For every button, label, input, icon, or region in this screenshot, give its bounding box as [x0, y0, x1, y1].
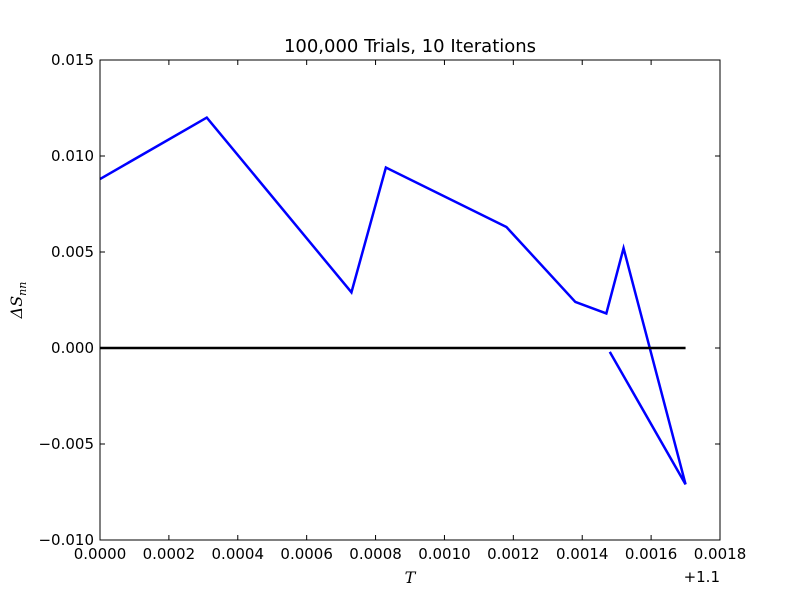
x-tick-label: 0.0010	[418, 545, 471, 563]
y-axis-label-subscript: nn	[16, 282, 29, 296]
y-tick-label: 0.000	[51, 339, 94, 357]
x-tick-label: 0.0014	[556, 545, 609, 563]
y-tick-label: −0.005	[38, 435, 94, 453]
y-tick-label: 0.005	[51, 243, 94, 261]
chart-title: 100,000 Trials, 10 Iterations	[284, 36, 536, 57]
series-line-0	[99, 115, 687, 485]
axes-frame	[99, 59, 721, 541]
x-tick-label: 0.0012	[487, 545, 540, 563]
x-tick-label: 0.0018	[694, 545, 747, 563]
x-axis-offset-label: +1.1	[684, 568, 720, 586]
plot-area	[99, 115, 687, 485]
y-axis-label-main: ΔS	[7, 296, 26, 320]
x-tick-label: 0.0004	[212, 545, 265, 563]
x-tick-label: 0.0000	[74, 545, 127, 563]
x-tick-label: 0.0016	[625, 545, 678, 563]
y-tick-label: 0.010	[51, 147, 94, 165]
x-tick-label: 0.0008	[349, 545, 402, 563]
x-tick-label: 0.0002	[143, 545, 196, 563]
y-tick-label: 0.015	[51, 51, 94, 69]
ticks: 0.0000 0.0002 0.0004 0.0006 0.0008 0.0010 0.00…	[38, 51, 746, 563]
y-tick-label: −0.010	[38, 531, 94, 549]
y-axis-label: ΔSnn	[7, 282, 29, 320]
x-axis-label: T	[405, 568, 417, 587]
x-tick-label: 0.0006	[280, 545, 333, 563]
